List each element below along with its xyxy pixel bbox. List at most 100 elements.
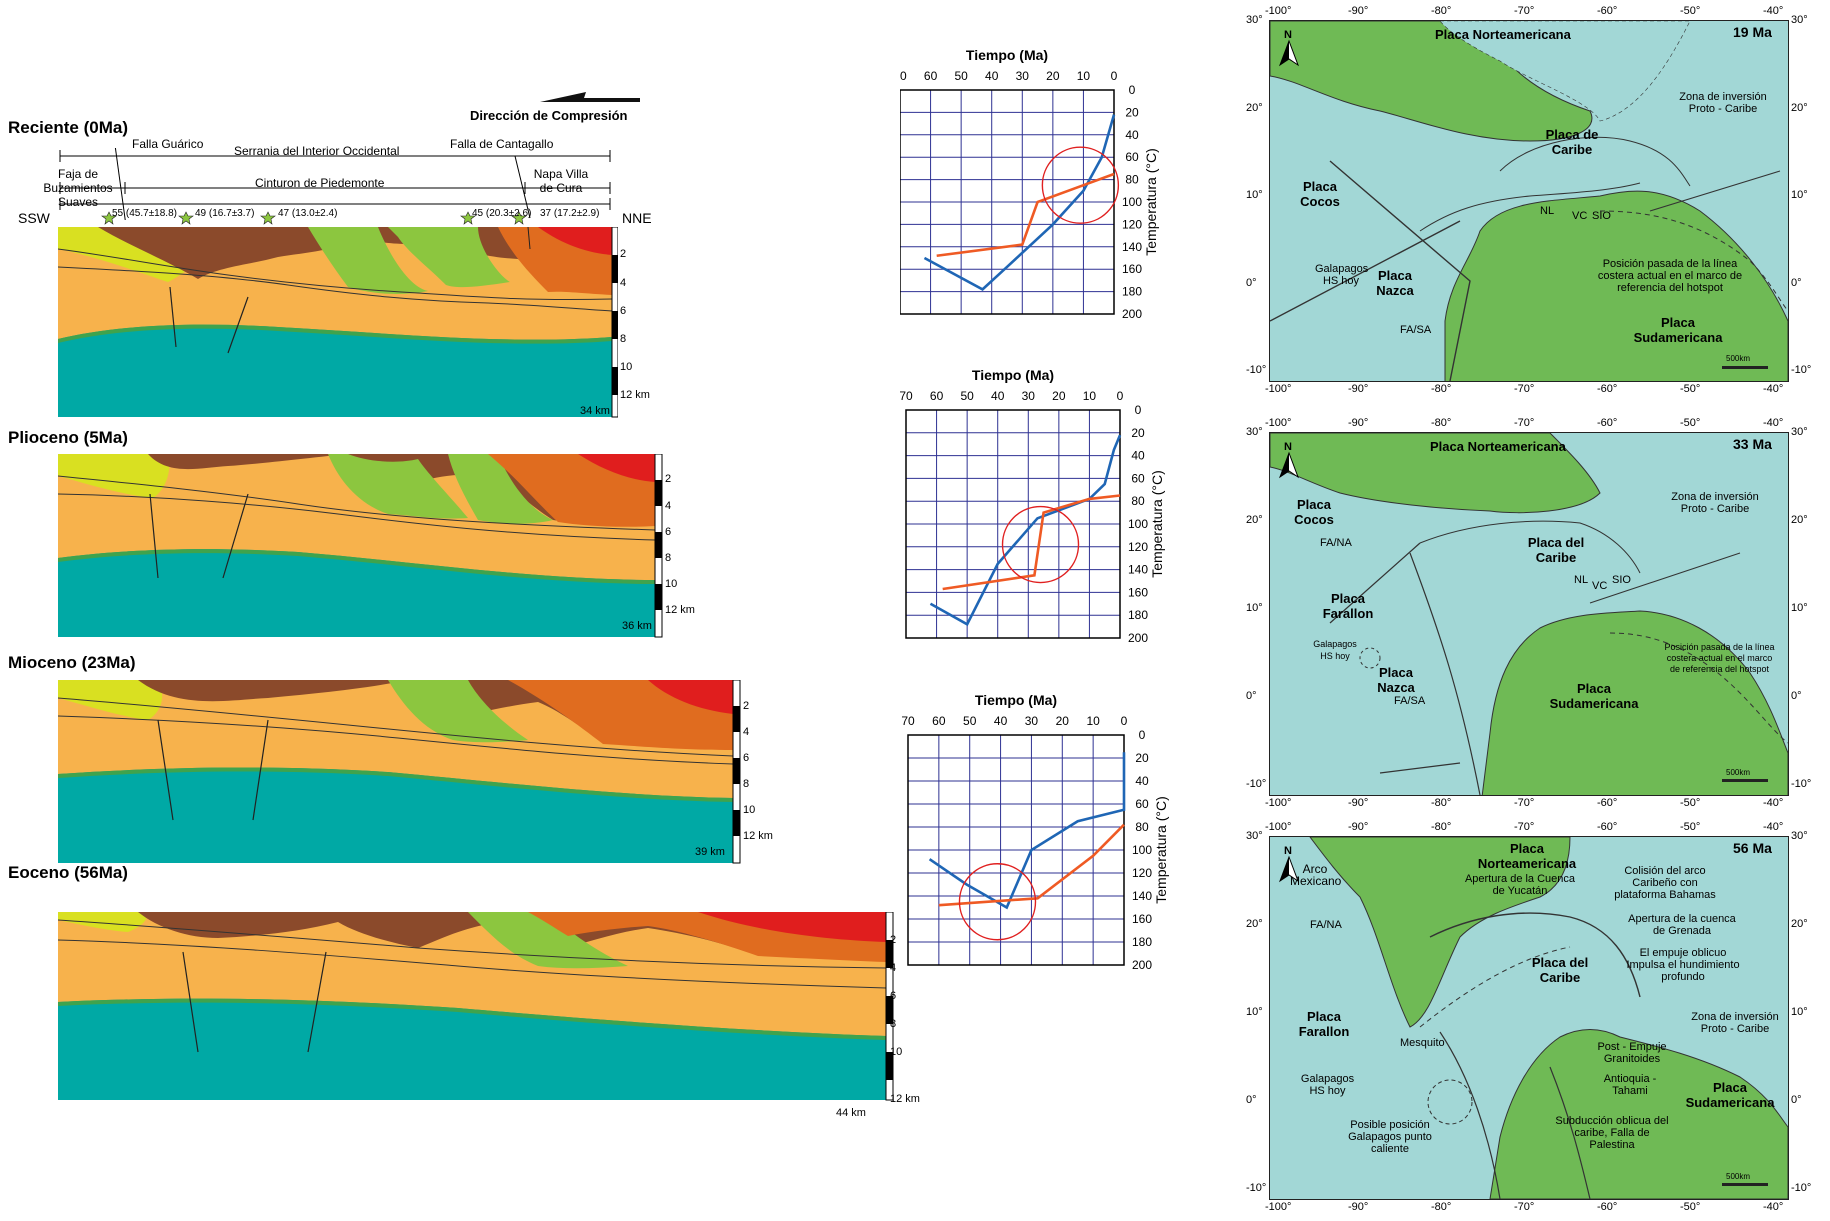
depth-tick: 6 (665, 526, 672, 538)
y-tick-label: 180 (1122, 285, 1142, 299)
longitude-tick-label: -60° (1597, 1201, 1618, 1213)
map-label: Zona de inversión Proto - Caribe (1671, 491, 1759, 515)
y-tick-label: 140 (1122, 240, 1142, 254)
x-axis-title: Tiempo (Ma) (975, 692, 1057, 708)
section-title-eoceno: Eoceno (56Ma) (8, 863, 128, 882)
longitude-tick-label: -70° (1514, 1201, 1535, 1213)
map-label: Placa Norteamericana (1477, 841, 1577, 871)
width-label-mioceno: 39 km (695, 846, 725, 858)
y-tick-label: 0 (1129, 83, 1136, 97)
depth-tick: 6 (620, 305, 627, 317)
section-header-brackets (59, 148, 611, 220)
map-label: FA/NA (1310, 919, 1342, 931)
y-tick-label: 160 (1132, 912, 1152, 926)
serrania-label: Serrania del Interior Occidental (234, 144, 400, 158)
latitude-tick-label: 20° (1791, 514, 1808, 526)
thermal-history-graphs: 7060504030201000204060801001201401601802… (900, 50, 1169, 972)
width-label-reciente: 34 km (580, 405, 610, 417)
depth-tick: 12 km (890, 1093, 920, 1105)
map-label: Placa del Caribe (1527, 535, 1585, 565)
longitude-tick-label: -90° (1348, 383, 1369, 395)
x-axis-title: Tiempo (Ma) (966, 50, 1048, 63)
plot-frame (905, 409, 1121, 639)
map-label: Placa Nazca (1376, 268, 1414, 298)
latitude-tick-label: 10° (1246, 189, 1263, 201)
north-arrow-icon: N (1278, 441, 1300, 479)
map-label: NL (1574, 574, 1589, 586)
y-tick-label: 80 (1131, 494, 1145, 508)
section-title-plioceno: Plioceno (5Ma) (8, 428, 128, 447)
latitude-tick-label: 10° (1246, 1006, 1263, 1018)
highlight-circle (958, 863, 1037, 941)
y-tick-label: 180 (1128, 608, 1148, 622)
depth-tick: 10 (743, 804, 756, 816)
y-tick-label: 160 (1128, 585, 1148, 599)
y-tick-label: 180 (1132, 935, 1152, 949)
x-tick-label: 40 (994, 714, 1008, 728)
map-label: Placa de Caribe (1545, 127, 1599, 157)
map-label: FA/NA (1320, 537, 1352, 549)
longitude-tick-label: -90° (1348, 797, 1369, 809)
map-label: VC (1592, 580, 1608, 592)
map-label: Galapagos HS hoy (1315, 263, 1369, 287)
longitude-tick-label: -50° (1680, 417, 1701, 429)
x-tick-label: 60 (932, 714, 946, 728)
thermal-graph-1: 7060504030201000204060801001201401601802… (900, 50, 1159, 321)
longitude-tick-label: -70° (1514, 797, 1535, 809)
map-label: Zona de inversión Proto - Caribe (1679, 91, 1767, 115)
y-tick-label: 60 (1131, 471, 1145, 485)
latitude-tick-label: 20° (1791, 918, 1808, 930)
longitude-tick-label: -90° (1348, 1201, 1369, 1213)
y-tick-label: 80 (1125, 173, 1139, 187)
longitude-tick-label: -80° (1431, 5, 1452, 17)
depth-tick: 2 (620, 248, 627, 260)
x-tick-label: 70 (901, 714, 915, 728)
longitude-tick-label: -80° (1431, 383, 1452, 395)
y-tick-label: 100 (1128, 517, 1148, 531)
depth-tick: 8 (743, 778, 750, 790)
star-icon (260, 211, 276, 225)
latitude-tick-label: 20° (1246, 918, 1263, 930)
latitude-tick-label: -10° (1791, 778, 1812, 790)
latitude-tick-label: -10° (1791, 1182, 1812, 1194)
y-tick-label: 140 (1132, 889, 1152, 903)
star-icon (460, 211, 476, 225)
y-tick-label: 200 (1128, 631, 1148, 645)
depth-tick: 6 (890, 990, 897, 1002)
longitude-tick-label: -100° (1265, 5, 1292, 17)
map-label: Placa Norteamericana (1435, 27, 1571, 42)
latitude-tick-label: 0° (1791, 690, 1802, 702)
depth-tick: 4 (743, 726, 750, 738)
map-label: Galapagos HS hoy (1300, 1073, 1355, 1097)
ssw-label: SSW (18, 210, 50, 226)
svg-text:N: N (1284, 845, 1292, 857)
x-tick-label: 60 (924, 69, 938, 83)
latitude-tick-label: -10° (1246, 1182, 1267, 1194)
x-tick-label: 50 (954, 69, 968, 83)
star-icon (101, 211, 117, 225)
cross-section-mioceno (58, 680, 741, 864)
depth-tick: 10 (620, 361, 633, 373)
x-tick-label: 70 (900, 69, 907, 83)
orange-path-series (938, 823, 1125, 907)
map-label: Posición pasada de la línea costera actu… (1664, 642, 1775, 674)
depth-tick: 6 (743, 752, 750, 764)
longitude-tick-label: -40° (1763, 383, 1784, 395)
y-tick-label: 20 (1131, 426, 1145, 440)
longitude-tick-label: -80° (1431, 417, 1452, 429)
map-label: Placa Cocos (1294, 497, 1334, 527)
cross-section-eoceno (58, 912, 894, 1101)
map-label: Zona de inversión Proto - Caribe (1691, 1011, 1779, 1035)
paleomaps: -100° -100° -90° -90° -80° -80° -70° -70° -60° -6… (1246, 0, 1830, 1221)
longitude-tick-label: -100° (1265, 1201, 1292, 1213)
longitude-tick-label: -70° (1514, 5, 1535, 17)
map-33ma: Placa Norteamericana Placa del Caribe Pl… (1269, 432, 1789, 796)
compression-label: Dirección de Compresión (470, 108, 628, 123)
highlight-circle (1041, 146, 1120, 224)
map-label: Apertura de la Cuenca de Yucatán (1464, 873, 1576, 897)
latitude-tick-label: -10° (1791, 364, 1812, 376)
x-tick-label: 70 (900, 389, 913, 403)
x-tick-label: 50 (963, 714, 977, 728)
latitude-tick-label: 0° (1791, 276, 1802, 289)
longitude-tick-label: -40° (1763, 5, 1784, 17)
